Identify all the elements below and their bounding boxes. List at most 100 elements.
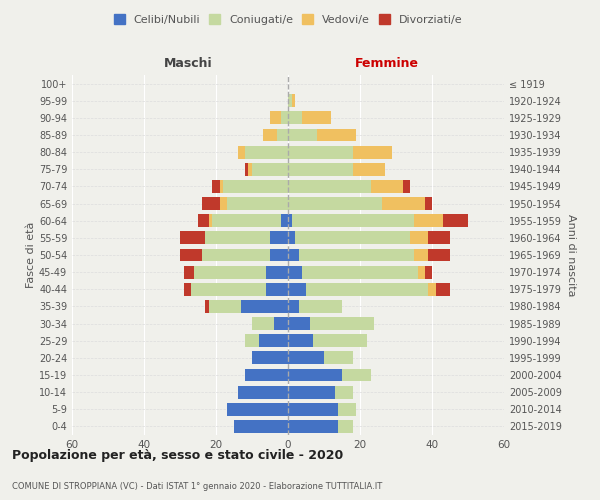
Bar xyxy=(382,197,425,210)
Bar xyxy=(252,163,288,175)
Bar xyxy=(205,232,270,244)
Bar xyxy=(191,283,266,296)
Bar xyxy=(414,214,443,227)
Bar xyxy=(209,214,212,227)
Bar xyxy=(248,163,252,175)
Bar xyxy=(234,420,288,433)
Bar xyxy=(194,266,266,278)
Bar xyxy=(180,248,202,262)
Bar xyxy=(436,283,450,296)
Bar xyxy=(238,386,288,398)
Bar xyxy=(209,300,241,313)
Bar xyxy=(342,368,371,382)
Bar xyxy=(184,266,194,278)
Bar xyxy=(292,214,414,227)
Bar xyxy=(252,317,274,330)
Bar xyxy=(410,232,428,244)
Bar xyxy=(288,283,306,296)
Bar xyxy=(288,197,382,210)
Bar xyxy=(212,180,220,193)
Bar xyxy=(425,266,432,278)
Bar xyxy=(202,197,220,210)
Bar xyxy=(306,283,428,296)
Bar xyxy=(295,232,410,244)
Bar xyxy=(259,334,288,347)
Bar xyxy=(245,163,248,175)
Bar xyxy=(252,352,288,364)
Bar xyxy=(443,214,468,227)
Bar xyxy=(299,248,414,262)
Bar xyxy=(288,420,338,433)
Legend: Celibi/Nubili, Coniugati/e, Vedovi/e, Divorziati/e: Celibi/Nubili, Coniugati/e, Vedovi/e, Di… xyxy=(110,10,466,28)
Bar xyxy=(270,248,288,262)
Bar xyxy=(288,232,295,244)
Text: COMUNE DI STROPPIANA (VC) - Dati ISTAT 1° gennaio 2020 - Elaborazione TUTTITALIA: COMUNE DI STROPPIANA (VC) - Dati ISTAT 1… xyxy=(12,482,382,491)
Bar xyxy=(317,128,356,141)
Bar xyxy=(245,368,288,382)
Bar xyxy=(288,334,313,347)
Bar xyxy=(288,403,338,415)
Bar xyxy=(335,386,353,398)
Bar xyxy=(198,214,209,227)
Bar xyxy=(425,197,432,210)
Bar xyxy=(338,420,353,433)
Bar xyxy=(180,232,205,244)
Text: Popolazione per età, sesso e stato civile - 2020: Popolazione per età, sesso e stato civil… xyxy=(12,450,343,462)
Bar xyxy=(212,214,281,227)
Bar xyxy=(288,317,310,330)
Bar xyxy=(288,180,371,193)
Bar xyxy=(281,112,288,124)
Bar xyxy=(371,180,403,193)
Bar xyxy=(288,386,335,398)
Bar xyxy=(302,112,331,124)
Y-axis label: Fasce di età: Fasce di età xyxy=(26,222,36,288)
Bar xyxy=(281,214,288,227)
Bar xyxy=(288,214,292,227)
Bar xyxy=(266,283,288,296)
Bar xyxy=(288,163,353,175)
Bar xyxy=(288,352,324,364)
Bar xyxy=(288,94,292,107)
Bar xyxy=(220,197,227,210)
Bar xyxy=(310,317,374,330)
Bar xyxy=(227,403,288,415)
Bar xyxy=(227,197,288,210)
Bar xyxy=(292,94,295,107)
Bar xyxy=(353,146,392,158)
Bar xyxy=(313,334,367,347)
Bar xyxy=(238,146,245,158)
Bar xyxy=(403,180,410,193)
Bar xyxy=(324,352,353,364)
Bar xyxy=(277,128,288,141)
Bar xyxy=(288,300,299,313)
Bar xyxy=(428,283,436,296)
Bar xyxy=(353,163,385,175)
Bar xyxy=(270,232,288,244)
Bar xyxy=(288,248,299,262)
Bar xyxy=(241,300,288,313)
Bar xyxy=(288,128,317,141)
Bar xyxy=(414,248,428,262)
Bar xyxy=(288,266,302,278)
Bar xyxy=(299,300,342,313)
Bar xyxy=(288,112,302,124)
Y-axis label: Anni di nascita: Anni di nascita xyxy=(566,214,575,296)
Bar xyxy=(418,266,425,278)
Bar xyxy=(302,266,418,278)
Bar xyxy=(202,248,270,262)
Bar xyxy=(263,128,277,141)
Bar xyxy=(223,180,288,193)
Bar xyxy=(338,403,356,415)
Bar xyxy=(428,248,450,262)
Bar xyxy=(205,300,209,313)
Bar xyxy=(266,266,288,278)
Text: Femmine: Femmine xyxy=(355,57,419,70)
Bar xyxy=(220,180,223,193)
Text: Maschi: Maschi xyxy=(164,57,213,70)
Bar xyxy=(270,112,281,124)
Bar xyxy=(274,317,288,330)
Bar xyxy=(184,283,191,296)
Bar xyxy=(288,146,353,158)
Bar xyxy=(245,146,288,158)
Bar xyxy=(245,334,259,347)
